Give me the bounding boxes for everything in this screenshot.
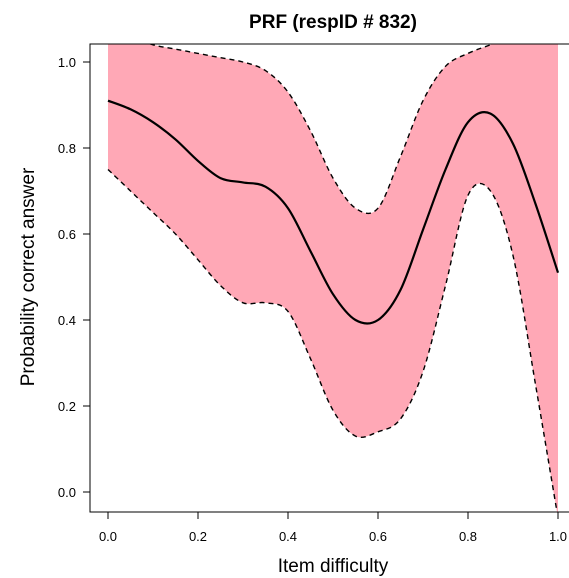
y-axis-label: Probability correct answer [18,167,39,386]
x-axis-label: Item difficulty [278,556,389,577]
confidence-band [108,44,558,512]
chart-title: PRF (respID # 832) [249,12,417,33]
x-tick-label: 0.6 [369,529,387,544]
x-tick-label: 0.2 [189,529,207,544]
prf-curve [107,99,560,325]
x-tick-label: 0.4 [279,529,297,544]
plot-area [107,44,560,512]
y-tick-label: 0.6 [58,227,76,242]
y-tick-label: 0.2 [58,399,76,414]
upper-bound-line [148,44,495,215]
plot-frame [89,43,569,513]
x-tick-label: 1.0 [549,529,567,544]
x-tick-label: 0.0 [99,529,117,544]
y-tick-label: 0.4 [58,313,76,328]
y-tick-label: 0.0 [58,485,76,500]
y-tick-label: 0.8 [58,141,76,156]
lower-bound-line [107,168,558,512]
axes: 0.0 0.2 0.4 0.6 0.8 1.0 0.0 0.2 0.4 0.6 0.8 1.0 [58,55,567,544]
y-tick-label: 1.0 [58,55,76,70]
x-tick-label: 0.8 [459,529,477,544]
